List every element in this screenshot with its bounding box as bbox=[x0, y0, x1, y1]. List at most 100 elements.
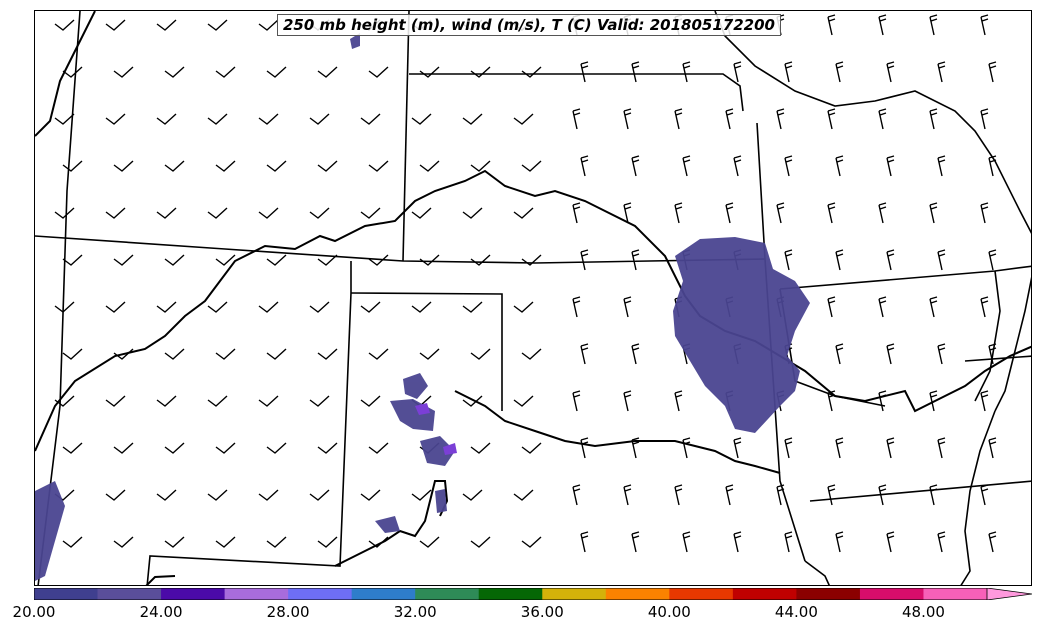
wind-barb bbox=[513, 207, 534, 219]
border-line bbox=[402, 11, 410, 262]
wind-barb bbox=[207, 113, 228, 125]
wind-barb bbox=[419, 66, 440, 78]
wind-barb bbox=[470, 160, 491, 172]
wind-barb bbox=[360, 301, 381, 313]
wind-barb bbox=[784, 61, 793, 83]
wind-barb bbox=[266, 536, 287, 548]
wind-barb bbox=[215, 348, 236, 360]
contour-line bbox=[454, 390, 781, 474]
wind-barb bbox=[164, 160, 185, 172]
border-line bbox=[714, 11, 1031, 234]
temp-shade-region bbox=[35, 481, 65, 581]
wind-barb bbox=[215, 66, 236, 78]
wind-barb bbox=[521, 66, 542, 78]
wind-barb bbox=[623, 484, 632, 506]
wind-barb bbox=[682, 61, 691, 83]
wind-barb bbox=[521, 536, 542, 548]
wind-barb bbox=[215, 160, 236, 172]
wind-barb bbox=[266, 348, 287, 360]
wind-barb bbox=[62, 348, 83, 360]
wind-barb bbox=[105, 489, 126, 501]
border-line bbox=[779, 265, 1031, 290]
map-title: 250 mb height (m), wind (m/s), T (C) Val… bbox=[277, 14, 781, 36]
wind-barb bbox=[674, 202, 683, 224]
colorbar-tick-label: 44.00 bbox=[774, 603, 818, 621]
wind-barb bbox=[623, 390, 632, 412]
colorbar-segment bbox=[224, 588, 289, 600]
wind-barb bbox=[835, 155, 844, 177]
wind-barb bbox=[156, 489, 177, 501]
temp-shade-region bbox=[673, 237, 810, 433]
wind-barb bbox=[776, 108, 785, 130]
wind-barb bbox=[572, 484, 581, 506]
colorbar-segment bbox=[605, 588, 670, 600]
wind-barb bbox=[462, 301, 483, 313]
wind-barb bbox=[572, 202, 581, 224]
border-line bbox=[350, 292, 503, 411]
wind-barb bbox=[929, 14, 938, 36]
wind-barb bbox=[937, 531, 946, 553]
wind-barb bbox=[827, 484, 836, 506]
wind-barb bbox=[266, 160, 287, 172]
wind-barb bbox=[988, 437, 997, 459]
wind-barb bbox=[725, 484, 734, 506]
temperature-highlight bbox=[415, 403, 457, 455]
wind-barb bbox=[521, 442, 542, 454]
wind-barb bbox=[317, 254, 338, 266]
colorbar-segment bbox=[923, 588, 988, 600]
colorbar-segment bbox=[351, 588, 416, 600]
temp-shade-region bbox=[375, 516, 400, 533]
colorbar-tick-label: 36.00 bbox=[520, 603, 564, 621]
wind-barb bbox=[929, 108, 938, 130]
wind-barb bbox=[878, 202, 887, 224]
wind-barb bbox=[623, 202, 632, 224]
wind-barb bbox=[784, 249, 793, 271]
wind-barb bbox=[929, 202, 938, 224]
wind-barb bbox=[309, 489, 330, 501]
wind-barb bbox=[572, 390, 581, 412]
colorbar-segment bbox=[542, 588, 607, 600]
colorbar-tick-label: 28.00 bbox=[266, 603, 310, 621]
wind-barb bbox=[207, 19, 228, 31]
wind-barb bbox=[411, 489, 432, 501]
wind-barb bbox=[113, 66, 134, 78]
wind-barb bbox=[368, 160, 389, 172]
wind-barb bbox=[521, 348, 542, 360]
wind-barb bbox=[309, 113, 330, 125]
wind-barb bbox=[419, 536, 440, 548]
wind-barb bbox=[682, 155, 691, 177]
temp-shade-region bbox=[350, 33, 360, 49]
wind-barb bbox=[156, 301, 177, 313]
wind-barb bbox=[980, 390, 989, 412]
wind-barb bbox=[462, 113, 483, 125]
wind-barb bbox=[878, 296, 887, 318]
wind-barb bbox=[521, 254, 542, 266]
wind-barb bbox=[572, 108, 581, 130]
wind-barb bbox=[266, 254, 287, 266]
wind-barb bbox=[470, 254, 491, 266]
wind-barb bbox=[164, 536, 185, 548]
border-line bbox=[409, 73, 744, 112]
wind-barb bbox=[784, 531, 793, 553]
wind-barb bbox=[513, 113, 534, 125]
contour-line bbox=[35, 11, 96, 137]
wind-barb bbox=[878, 108, 887, 130]
wind-barb bbox=[623, 108, 632, 130]
wind-barb bbox=[572, 296, 581, 318]
wind-barb bbox=[580, 531, 589, 553]
wind-barb bbox=[513, 395, 534, 407]
temp-shade-region bbox=[403, 373, 428, 399]
wind-barb bbox=[462, 489, 483, 501]
temperature-shading bbox=[35, 33, 810, 581]
colorbar-segment bbox=[478, 588, 543, 600]
map-panel bbox=[34, 10, 1032, 586]
wind-barb bbox=[317, 536, 338, 548]
wind-barb bbox=[513, 489, 534, 501]
wind-barb bbox=[54, 301, 75, 313]
map-canvas bbox=[35, 11, 1031, 585]
wind-barb bbox=[156, 19, 177, 31]
temp-shade-region bbox=[420, 436, 455, 466]
border-line bbox=[809, 480, 1031, 502]
wind-barb bbox=[360, 113, 381, 125]
wind-barb bbox=[470, 536, 491, 548]
